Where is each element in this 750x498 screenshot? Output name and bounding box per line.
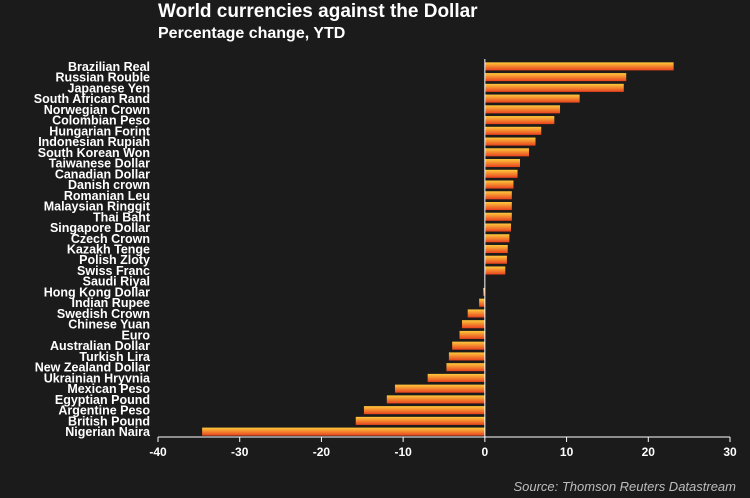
bar bbox=[479, 298, 485, 307]
category-label: Thai Baht bbox=[93, 210, 151, 224]
category-label: Nigerian Naira bbox=[65, 425, 151, 439]
category-label: Saudi Riyal bbox=[83, 275, 150, 289]
x-tick-label: 30 bbox=[723, 445, 737, 459]
category-label: Hong Kong Dollar bbox=[44, 285, 150, 299]
category-label: Argentine Peso bbox=[58, 404, 150, 418]
bar bbox=[459, 330, 485, 339]
x-tick-label: 10 bbox=[560, 445, 574, 459]
bar bbox=[452, 341, 485, 350]
x-tick-label: -40 bbox=[149, 445, 167, 459]
bar bbox=[484, 73, 627, 82]
bar bbox=[484, 202, 512, 211]
bar bbox=[386, 395, 485, 404]
category-label: Polish Zloty bbox=[79, 253, 150, 267]
axes-group: -40 -30 -20 -10 0 10 20 30 bbox=[149, 59, 737, 459]
category-label: New Zealand Dollar bbox=[35, 361, 150, 375]
bar bbox=[484, 212, 512, 221]
category-label: Kazakh Tenge bbox=[67, 243, 150, 257]
category-label: Romanian Leu bbox=[64, 189, 150, 203]
category-label: Australian Dollar bbox=[50, 339, 150, 353]
bar bbox=[355, 416, 485, 425]
category-label: Mexican Peso bbox=[67, 382, 150, 396]
bar bbox=[467, 309, 485, 318]
bar bbox=[446, 363, 485, 372]
bar bbox=[427, 373, 485, 382]
bar bbox=[448, 352, 485, 361]
bar bbox=[484, 94, 580, 103]
bar bbox=[484, 255, 507, 264]
bar bbox=[484, 169, 518, 178]
bar bbox=[484, 148, 529, 157]
chart-subtitle: Percentage change, YTD bbox=[158, 25, 346, 42]
x-tick-label: -20 bbox=[313, 445, 331, 459]
category-label: Egyptian Pound bbox=[55, 393, 150, 407]
bar bbox=[484, 266, 506, 275]
category-label: Swiss Franc bbox=[77, 264, 150, 278]
category-label: Canadian Dollar bbox=[55, 167, 150, 181]
category-label: Colombian Peso bbox=[52, 114, 150, 128]
bar bbox=[484, 83, 624, 92]
category-label: Singapore Dollar bbox=[50, 221, 150, 235]
category-label: Danish crown bbox=[68, 178, 150, 192]
category-label: Chinese Yuan bbox=[68, 318, 150, 332]
bar bbox=[484, 116, 555, 125]
category-label: Turkish Lira bbox=[79, 350, 151, 364]
bar bbox=[484, 244, 508, 254]
chart-title: World currencies against the Dollar bbox=[158, 1, 478, 22]
category-label: Malaysian Ringgit bbox=[44, 200, 151, 214]
bars-group bbox=[202, 62, 674, 436]
x-tick-label: -10 bbox=[394, 445, 412, 459]
category-label: Norwegian Crown bbox=[44, 103, 150, 117]
x-tick-label: 0 bbox=[482, 445, 489, 459]
bar bbox=[484, 191, 512, 200]
x-tick-label: 20 bbox=[642, 445, 656, 459]
category-label: Indonesian Rupiah bbox=[38, 135, 150, 149]
bar bbox=[484, 137, 536, 146]
category-label: Czech Crown bbox=[71, 232, 150, 246]
category-label: Ukrainian Hryvnia bbox=[44, 371, 151, 385]
bar bbox=[461, 320, 485, 329]
bar bbox=[484, 223, 512, 232]
bar bbox=[484, 126, 542, 135]
category-label: South African Rand bbox=[34, 92, 150, 106]
bar bbox=[394, 384, 485, 393]
bar bbox=[484, 234, 510, 243]
bar bbox=[202, 427, 485, 436]
bar bbox=[484, 159, 520, 168]
bar bbox=[484, 62, 674, 71]
source-note: Source: Thomson Reuters Datastream bbox=[513, 479, 736, 494]
category-label: Swedish Crown bbox=[57, 307, 150, 321]
category-label: Indian Rupee bbox=[72, 296, 151, 310]
category-label: South Korean Won bbox=[38, 146, 150, 160]
category-label: Euro bbox=[122, 328, 151, 342]
bar bbox=[484, 180, 514, 189]
category-label: Taiwanese Dollar bbox=[49, 157, 150, 171]
category-label: Russian Rouble bbox=[56, 71, 151, 85]
category-label: British Pound bbox=[68, 414, 150, 428]
category-label: Brazilian Real bbox=[68, 60, 150, 74]
bar bbox=[484, 105, 561, 114]
x-tick-label: -30 bbox=[231, 445, 249, 459]
category-label: Japanese Yen bbox=[68, 81, 150, 95]
bar bbox=[363, 406, 485, 415]
category-label: Hungarian Forint bbox=[49, 124, 151, 138]
bar bbox=[483, 287, 485, 296]
